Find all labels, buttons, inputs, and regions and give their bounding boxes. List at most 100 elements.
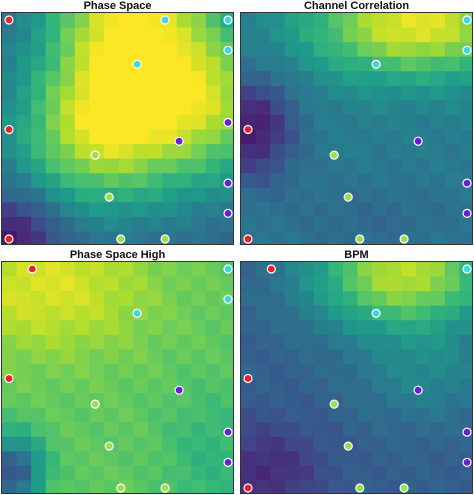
heatmap-cell bbox=[270, 42, 286, 58]
heatmap-cell bbox=[31, 378, 47, 394]
heatmap-cell bbox=[118, 216, 134, 233]
heatmap-cell bbox=[328, 305, 344, 321]
heatmap-cell bbox=[430, 85, 446, 101]
heatmap-cell bbox=[60, 85, 76, 101]
heatmap-cell bbox=[16, 129, 32, 145]
heatmap-cell bbox=[89, 480, 105, 493]
heatmap-cell bbox=[89, 231, 105, 244]
heatmap-cell bbox=[430, 480, 446, 493]
heatmap-cell bbox=[45, 173, 61, 189]
sensor-point bbox=[160, 15, 170, 25]
heatmap-cell bbox=[299, 216, 315, 233]
heatmap-cell bbox=[270, 320, 286, 336]
heatmap-cell bbox=[118, 334, 134, 350]
heatmap-cell bbox=[89, 262, 105, 278]
heatmap-cell bbox=[284, 480, 300, 493]
heatmap-cell bbox=[328, 291, 344, 307]
heatmap-cell bbox=[270, 393, 286, 409]
heatmap-cell bbox=[372, 231, 388, 244]
heatmap-cell bbox=[162, 291, 178, 307]
heatmap-cell bbox=[205, 42, 222, 58]
heatmap-cell bbox=[430, 56, 446, 72]
heatmap-cell bbox=[270, 187, 286, 203]
heatmap-cell bbox=[444, 422, 461, 438]
heatmap-cell bbox=[16, 393, 32, 409]
heatmap-cell bbox=[444, 436, 461, 452]
heatmap-cell bbox=[16, 173, 32, 189]
heatmap-cell bbox=[2, 100, 18, 116]
heatmap-cell bbox=[176, 480, 192, 493]
heatmap-cell bbox=[459, 216, 472, 233]
heatmap-cell bbox=[133, 407, 149, 423]
heatmap-cell bbox=[415, 465, 431, 482]
heatmap-cell bbox=[133, 349, 149, 365]
heatmap-cell bbox=[74, 42, 90, 58]
heatmap-cell bbox=[284, 56, 300, 72]
heatmap-cell bbox=[255, 436, 271, 452]
heatmap-cell bbox=[255, 334, 271, 350]
heatmap-cell bbox=[60, 291, 76, 307]
heatmap-cell bbox=[162, 465, 178, 482]
heatmap-cell bbox=[162, 378, 178, 394]
heatmap-cell bbox=[45, 349, 61, 365]
heatmap-cell bbox=[415, 144, 431, 160]
heatmap-cell bbox=[60, 144, 76, 160]
heatmap-cell bbox=[372, 349, 388, 365]
heatmap-cell bbox=[45, 231, 61, 244]
heatmap-cell bbox=[459, 393, 472, 409]
heatmap-cell bbox=[342, 320, 359, 336]
heatmap-cell bbox=[372, 276, 388, 292]
heatmap-cell bbox=[328, 173, 344, 189]
heatmap-cell bbox=[255, 422, 271, 438]
heatmap-cell bbox=[74, 158, 90, 174]
heatmap-cell bbox=[133, 13, 149, 29]
sensor-point bbox=[371, 308, 381, 318]
heatmap-cell bbox=[118, 465, 134, 482]
heatmap-cell bbox=[372, 436, 388, 452]
heatmap-cell bbox=[444, 100, 461, 116]
heatmap-cell bbox=[191, 422, 207, 438]
heatmap-cell bbox=[401, 114, 417, 131]
heatmap-cell bbox=[74, 216, 90, 233]
sensor-point bbox=[243, 234, 253, 244]
heatmap-cell bbox=[401, 378, 417, 394]
heatmap-cell bbox=[118, 436, 134, 452]
heatmap-cell bbox=[386, 216, 402, 233]
heatmap-cell bbox=[342, 231, 359, 244]
heatmap-cell bbox=[205, 305, 222, 321]
sensor-point bbox=[462, 457, 472, 467]
heatmap-cell bbox=[241, 158, 257, 174]
heatmap-cell bbox=[133, 114, 149, 131]
heatmap-cell bbox=[133, 276, 149, 292]
heatmap-cell bbox=[45, 187, 61, 203]
heatmap-cell bbox=[147, 291, 163, 307]
heatmap-cell bbox=[444, 231, 461, 244]
heatmap-cell bbox=[313, 231, 329, 244]
heatmap-cell bbox=[270, 231, 286, 244]
panel-title: BPM bbox=[344, 249, 369, 261]
sensor-point bbox=[266, 264, 276, 274]
heatmap-cell bbox=[205, 451, 222, 467]
heatmap-cell bbox=[342, 276, 359, 292]
heatmap-cell bbox=[401, 13, 417, 29]
heatmap-cell bbox=[299, 56, 315, 72]
heatmap-cell bbox=[459, 363, 472, 380]
heatmap-cell bbox=[103, 276, 120, 292]
heatmap-cell bbox=[147, 216, 163, 233]
heatmap-cell bbox=[372, 202, 388, 218]
heatmap-cell bbox=[401, 349, 417, 365]
panel-phase-space: Phase Space bbox=[1, 0, 234, 245]
heatmap-cell bbox=[415, 436, 431, 452]
heatmap-cell bbox=[45, 114, 61, 131]
heatmap-cell bbox=[241, 276, 257, 292]
heatmap-cell bbox=[255, 27, 271, 43]
heatmap-cell bbox=[386, 100, 402, 116]
heatmap-cell bbox=[31, 114, 47, 131]
heatmap-cell bbox=[401, 158, 417, 174]
heatmap-cell bbox=[133, 71, 149, 87]
heatmap-cell bbox=[386, 334, 402, 350]
heatmap-cell bbox=[118, 27, 134, 43]
heatmap-cell bbox=[430, 305, 446, 321]
heatmap-cell bbox=[284, 114, 300, 131]
heatmap-cell bbox=[74, 378, 90, 394]
